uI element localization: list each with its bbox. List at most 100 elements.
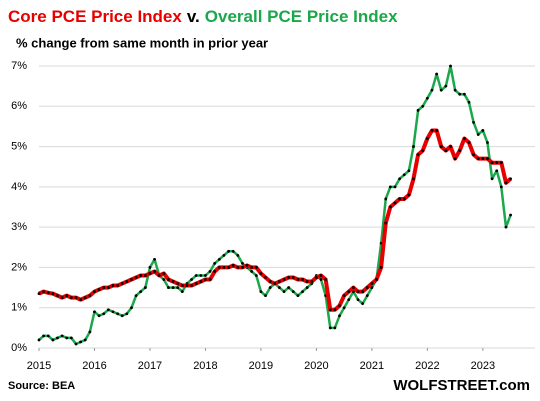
data-point	[250, 266, 254, 269]
data-point	[412, 145, 415, 148]
data-point	[328, 326, 332, 330]
data-point	[412, 177, 415, 181]
x-tick-label: 2020	[304, 360, 328, 372]
data-point	[277, 286, 281, 289]
data-point	[509, 213, 512, 217]
data-point	[254, 274, 258, 277]
data-point	[162, 278, 166, 281]
data-point	[116, 284, 120, 287]
data-point	[268, 286, 272, 289]
data-point	[83, 338, 87, 342]
data-point	[227, 249, 230, 253]
data-point	[282, 290, 286, 293]
data-point	[486, 157, 489, 161]
data-point	[379, 266, 383, 269]
data-point	[352, 286, 355, 289]
data-point	[361, 290, 365, 293]
data-point	[259, 272, 263, 275]
data-point	[102, 312, 106, 316]
data-point	[88, 330, 92, 334]
data-point	[407, 193, 411, 197]
data-point	[106, 286, 110, 289]
data-point	[305, 280, 309, 283]
data-point	[116, 312, 120, 316]
data-point	[241, 262, 244, 265]
data-point	[504, 181, 508, 185]
y-tick-label: 2%	[11, 261, 27, 273]
data-point	[291, 276, 295, 279]
data-point	[342, 294, 346, 298]
data-point	[301, 278, 304, 281]
data-point	[324, 278, 328, 281]
data-point	[134, 294, 138, 298]
data-point	[388, 205, 392, 209]
data-point	[268, 280, 272, 283]
data-point	[69, 336, 73, 340]
data-point	[217, 257, 221, 261]
data-point	[222, 253, 226, 257]
data-point	[199, 274, 203, 277]
data-point	[370, 286, 374, 289]
data-point	[148, 272, 152, 275]
data-point	[74, 296, 78, 300]
x-tick-label: 2023	[471, 360, 495, 372]
data-point	[287, 286, 291, 289]
data-point	[190, 278, 193, 281]
data-point	[287, 276, 291, 279]
data-point	[167, 286, 170, 289]
data-point	[143, 286, 147, 289]
data-point	[439, 145, 443, 148]
data-point	[194, 274, 198, 277]
data-point	[37, 292, 41, 296]
data-point	[472, 121, 475, 124]
data-point	[301, 290, 304, 293]
data-point	[333, 326, 337, 330]
data-point	[254, 266, 258, 269]
data-point	[204, 278, 207, 281]
data-point	[495, 161, 499, 165]
data-point	[342, 306, 346, 310]
data-point	[180, 284, 184, 287]
data-point	[467, 100, 471, 104]
data-point	[458, 149, 462, 153]
data-point	[106, 308, 110, 312]
data-point	[134, 276, 138, 279]
data-point	[190, 284, 193, 287]
data-point	[51, 292, 55, 296]
data-point	[509, 177, 512, 181]
data-point	[176, 286, 180, 289]
data-point	[204, 274, 207, 277]
watermark: WOLFSTREET.com	[393, 377, 530, 394]
x-tick-label: 2019	[249, 360, 273, 372]
data-point	[402, 173, 406, 177]
data-point	[120, 314, 124, 318]
y-tick-label: 0%	[11, 342, 27, 354]
data-point	[42, 290, 46, 293]
data-point	[60, 334, 64, 338]
data-point	[83, 296, 87, 300]
x-tick-label: 2015	[27, 360, 51, 372]
chart-subtitle: % change from same month in prior year	[16, 35, 268, 50]
data-point	[462, 137, 466, 140]
data-point	[370, 282, 374, 285]
data-point	[153, 270, 156, 273]
data-point	[111, 284, 115, 287]
data-point	[264, 294, 267, 298]
data-point	[102, 286, 106, 289]
data-point	[185, 284, 189, 287]
data-point	[486, 141, 489, 144]
data-point	[347, 290, 351, 293]
data-point	[46, 291, 50, 295]
data-point	[319, 278, 323, 281]
data-point	[384, 197, 388, 201]
data-point	[79, 298, 83, 302]
data-point	[444, 84, 448, 88]
data-point	[130, 278, 133, 281]
data-point	[291, 290, 295, 293]
data-point	[338, 314, 341, 318]
data-point	[499, 161, 503, 165]
y-tick-label: 5%	[11, 140, 27, 152]
data-point	[365, 286, 369, 289]
data-point	[398, 197, 402, 201]
